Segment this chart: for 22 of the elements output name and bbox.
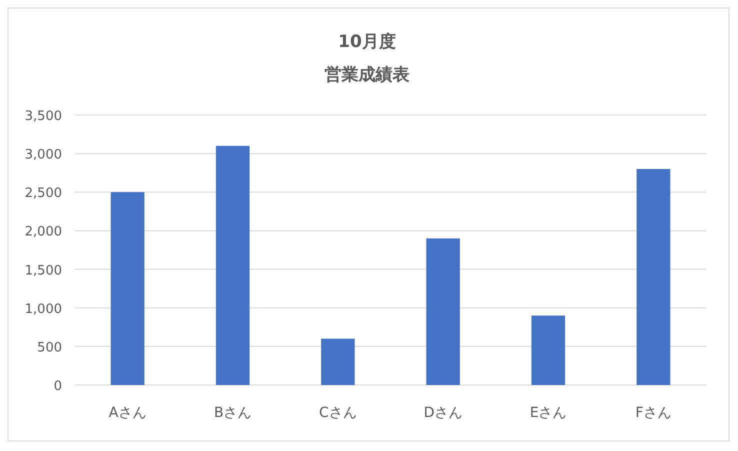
x-tick-label: Dさん: [424, 405, 462, 421]
x-tick-label: Eさん: [530, 405, 567, 421]
x-tick-label: Fさん: [635, 405, 672, 421]
y-tick-label: 2,500: [24, 186, 62, 202]
y-tick-label: 1,000: [24, 302, 62, 317]
bar: [531, 316, 566, 385]
x-tick-label: Bさん: [214, 405, 252, 421]
y-tick-label: 2,000: [24, 224, 62, 240]
y-tick-label: 3,500: [24, 109, 62, 124]
bar: [636, 169, 670, 385]
chart-subtitle: 営業成績表: [324, 65, 410, 85]
x-tick-label: Aさん: [108, 405, 146, 421]
y-tick-label: 0: [54, 379, 62, 394]
bar: [321, 338, 355, 385]
bar: [426, 238, 460, 385]
bar: [216, 146, 250, 385]
y-tick-label: 3,000: [24, 148, 62, 163]
chart-title: 10月度: [338, 32, 396, 52]
y-tick-label: 500: [37, 340, 62, 356]
bar: [110, 192, 144, 385]
x-tick-label: Cさん: [319, 405, 357, 421]
y-tick-label: 1,500: [24, 263, 62, 278]
